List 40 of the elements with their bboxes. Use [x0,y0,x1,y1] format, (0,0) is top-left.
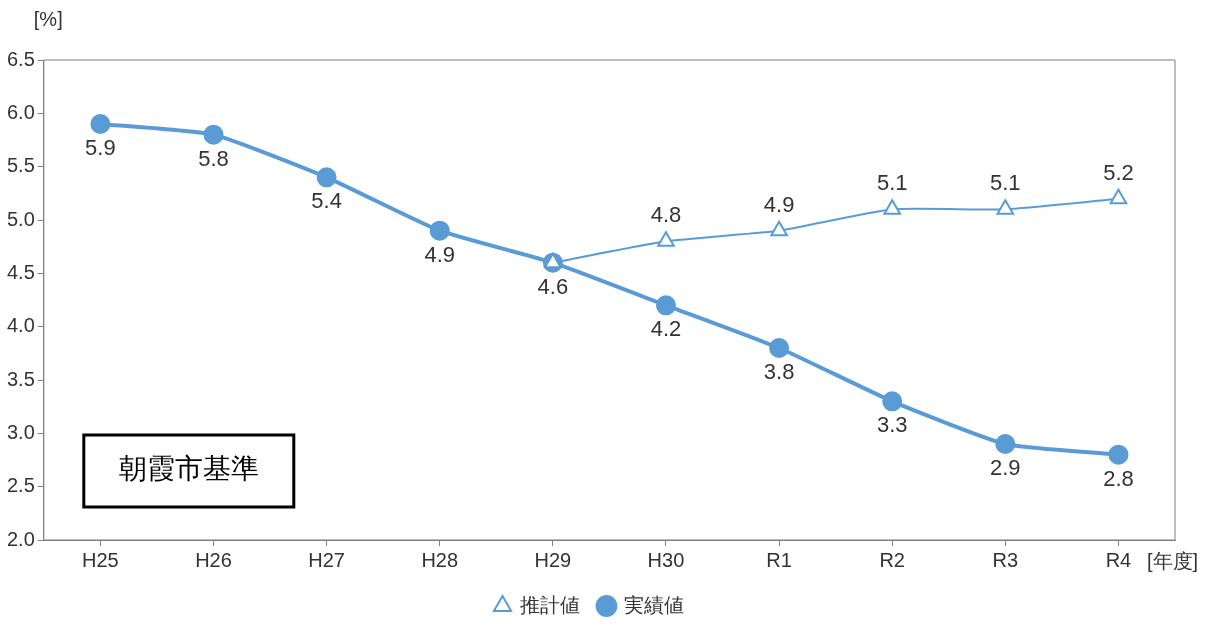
data-label: 3.3 [876,412,908,438]
annotation: 朝霞市基準 [118,453,259,485]
data-label: 2.9 [990,455,1021,481]
x-tick-label: H28 [421,548,459,571]
y-tick-label: 2.5 [6,474,35,497]
y-tick-label: 2.0 [6,527,35,550]
data-label: 5.1 [876,170,908,196]
x-tick-label: H30 [647,548,685,571]
data-label: 4.8 [650,202,682,228]
y-tick-label: 3.0 [6,420,35,443]
x-tick-label: R3 [992,548,1019,571]
data-label: 3.8 [763,359,795,385]
data-label: 4.6 [537,273,569,299]
y-tick-label: 6.5 [6,47,35,70]
y-axis-title: [%] [33,7,63,30]
data-label: 4.9 [424,241,456,267]
legend-label: 実績値 [623,593,684,616]
data-label: 5.8 [198,145,229,171]
x-tick-label: H26 [195,548,232,571]
x-tick-label: R2 [879,548,905,571]
y-tick-label: 4.5 [6,260,35,283]
x-tick-label: H27 [308,548,345,571]
x-tick-label: H25 [82,548,119,571]
y-tick-label: 5.5 [6,154,35,177]
data-label: 4.9 [763,191,795,217]
y-tick-label: 5.0 [6,207,35,230]
data-label: 5.1 [990,170,1021,196]
data-label: 2.8 [1103,465,1134,491]
y-tick-label: 4.0 [6,314,35,337]
data-label: 5.2 [1103,159,1134,185]
x-tick-label: R4 [1105,548,1132,571]
x-tick-label: R1 [766,548,792,571]
x-axis-title: [年度] [1147,549,1199,572]
legend-label: 推計値 [519,593,580,616]
y-tick-label: 6.0 [6,100,35,123]
data-label: 4.2 [650,316,682,342]
data-label: 5.9 [85,135,116,161]
data-label: 5.4 [311,188,342,214]
y-tick-label: 3.5 [6,367,35,390]
x-tick-label: H29 [534,548,572,571]
